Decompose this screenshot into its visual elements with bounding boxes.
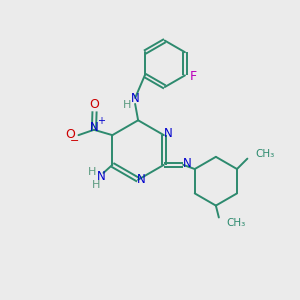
Text: H: H xyxy=(123,100,131,110)
Text: H: H xyxy=(88,167,97,177)
Text: CH₃: CH₃ xyxy=(226,218,245,228)
Text: O: O xyxy=(90,98,100,111)
Text: N: N xyxy=(164,127,173,140)
Text: N: N xyxy=(90,121,99,134)
Text: H: H xyxy=(92,180,100,190)
Text: F: F xyxy=(190,70,197,83)
Text: N: N xyxy=(183,157,192,170)
Text: N: N xyxy=(131,92,140,105)
Text: −: − xyxy=(70,136,80,146)
Text: N: N xyxy=(137,173,146,186)
Text: CH₃: CH₃ xyxy=(256,149,275,159)
Text: O: O xyxy=(65,128,75,141)
Text: N: N xyxy=(97,170,106,183)
Text: +: + xyxy=(97,116,105,127)
